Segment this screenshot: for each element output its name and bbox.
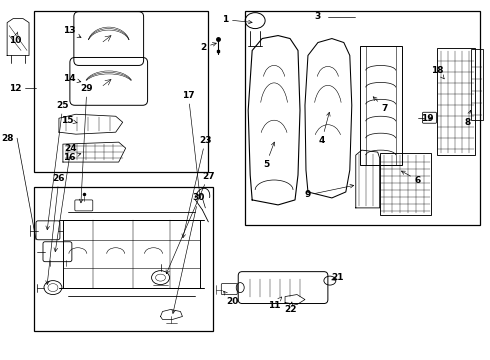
Text: 15: 15: [61, 116, 77, 125]
Bar: [380, 153, 432, 215]
Bar: [34, 187, 213, 332]
Text: 19: 19: [421, 114, 434, 123]
Text: 9: 9: [305, 184, 354, 199]
Text: 10: 10: [9, 32, 21, 45]
Text: 25: 25: [46, 101, 69, 230]
Text: 16: 16: [63, 153, 81, 162]
Text: 18: 18: [431, 66, 444, 79]
Bar: [63, 220, 200, 288]
Text: 26: 26: [46, 174, 65, 284]
Text: 4: 4: [318, 112, 330, 145]
Text: 20: 20: [223, 291, 239, 306]
Text: 29: 29: [79, 84, 93, 203]
Bar: [245, 11, 480, 225]
Text: 5: 5: [263, 142, 275, 168]
Text: 8: 8: [464, 110, 471, 127]
Text: 27: 27: [166, 171, 215, 274]
Text: 21: 21: [332, 273, 344, 282]
Text: 7: 7: [373, 97, 388, 113]
Bar: [360, 45, 402, 165]
Text: 17: 17: [182, 91, 201, 198]
Text: 3: 3: [315, 12, 321, 21]
Bar: [34, 11, 208, 172]
Text: 13: 13: [63, 26, 81, 37]
Text: 11: 11: [268, 297, 282, 310]
Text: 2: 2: [200, 42, 216, 52]
Text: 28: 28: [1, 134, 13, 143]
Text: 1: 1: [222, 15, 252, 24]
Bar: [471, 49, 483, 120]
Text: 6: 6: [401, 171, 420, 185]
Bar: [438, 48, 475, 155]
Text: 14: 14: [63, 74, 81, 83]
Text: 12: 12: [9, 84, 22, 93]
Text: 30: 30: [172, 193, 204, 314]
Text: 24: 24: [54, 144, 77, 252]
Text: 22: 22: [284, 302, 296, 314]
Text: 23: 23: [182, 136, 212, 238]
